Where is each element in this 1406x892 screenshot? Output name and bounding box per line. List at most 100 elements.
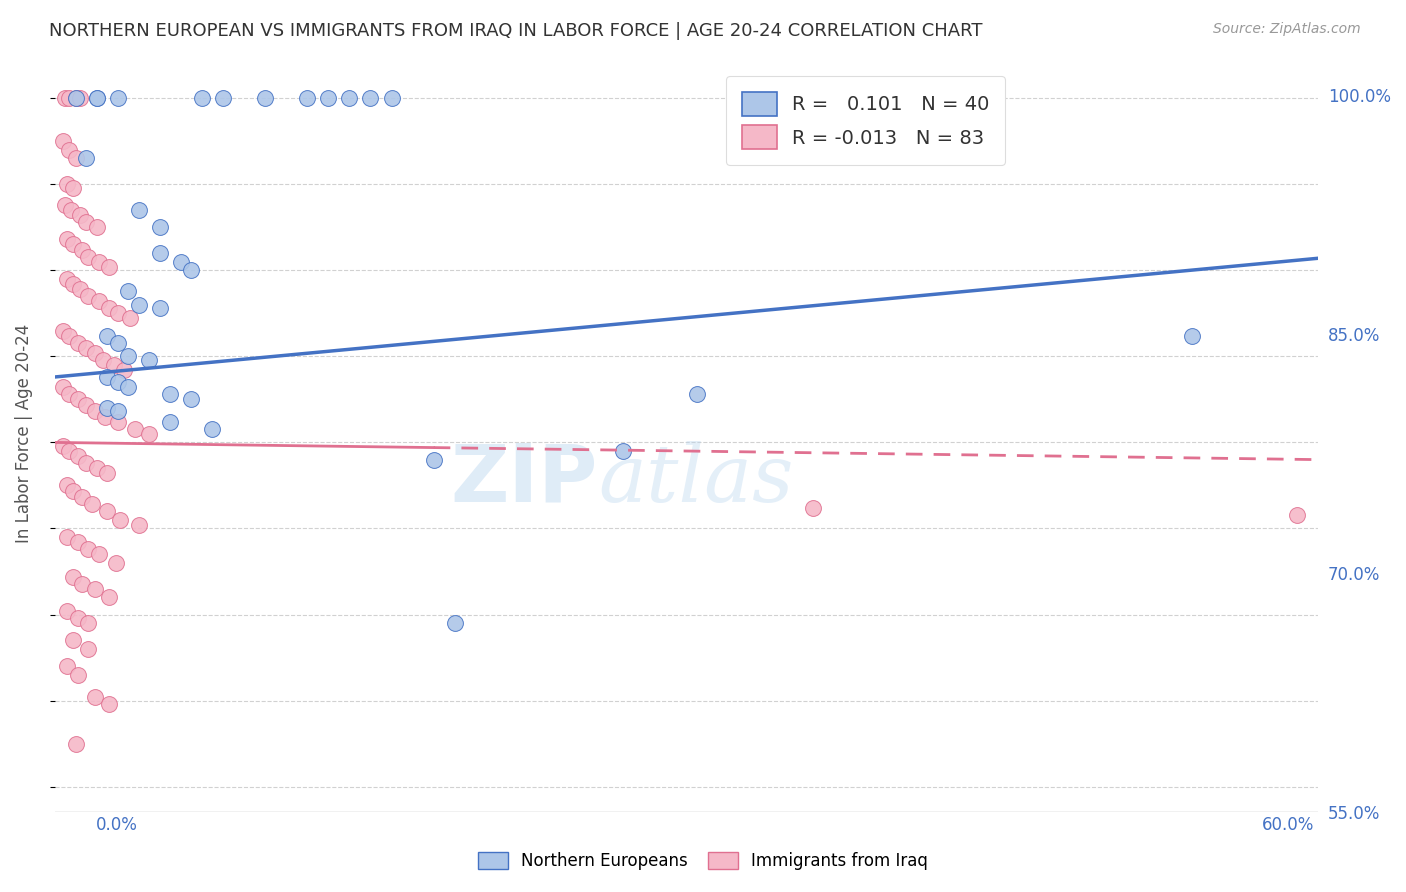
Point: [159, 415, 181, 429]
Point: [65, 91, 87, 105]
Point: [107, 91, 129, 105]
Point: [62, 180, 84, 194]
Point: [58, 91, 80, 105]
Point: [56, 869, 79, 883]
Point: [96, 328, 118, 343]
Point: [86, 91, 108, 105]
Point: [56, 659, 79, 673]
Point: [69, 91, 91, 105]
Point: [107, 404, 129, 418]
Point: [149, 301, 172, 315]
Point: [62, 237, 84, 252]
Point: [75, 456, 97, 470]
Point: [56, 478, 79, 492]
Point: [117, 380, 139, 394]
Point: [96, 504, 118, 518]
Point: [180, 263, 202, 277]
Point: [56, 178, 79, 192]
Point: [128, 518, 150, 533]
Point: [104, 556, 127, 570]
Point: [801, 500, 824, 515]
Point: [107, 415, 129, 429]
Point: [83, 346, 105, 360]
Point: [58, 444, 80, 458]
Point: [52, 134, 75, 148]
Point: [62, 569, 84, 583]
Point: [86, 220, 108, 235]
Point: [75, 215, 97, 229]
Point: [124, 422, 146, 436]
Point: [56, 604, 79, 618]
Point: [75, 887, 97, 892]
Point: [201, 422, 224, 436]
Point: [212, 91, 235, 105]
Legend: R =   0.101   N = 40, R = -0.013   N = 83: R = 0.101 N = 40, R = -0.013 N = 83: [727, 76, 1005, 164]
Point: [149, 246, 172, 260]
Point: [62, 633, 84, 648]
Point: [70, 491, 93, 505]
Point: [98, 260, 121, 274]
Point: [69, 282, 91, 296]
Point: [77, 616, 100, 631]
Point: [149, 220, 172, 235]
Point: [56, 232, 79, 246]
Point: [77, 542, 100, 557]
Point: [87, 294, 110, 309]
Point: [117, 284, 139, 298]
Point: [94, 409, 117, 424]
Point: [159, 387, 181, 401]
Point: [170, 254, 193, 268]
Point: [86, 461, 108, 475]
Point: [65, 91, 87, 105]
Point: [107, 306, 129, 320]
Point: [138, 352, 160, 367]
Point: [98, 591, 121, 605]
Point: [62, 277, 84, 291]
Point: [297, 91, 319, 105]
Point: [66, 392, 89, 407]
Point: [128, 298, 150, 312]
Point: [58, 328, 80, 343]
Point: [65, 152, 87, 166]
Point: [82, 497, 104, 511]
Point: [107, 335, 129, 350]
Point: [254, 91, 277, 105]
Point: [443, 616, 465, 631]
Text: atlas: atlas: [598, 441, 793, 518]
Point: [686, 387, 709, 401]
Point: [58, 143, 80, 157]
Point: [75, 152, 97, 166]
Point: [87, 547, 110, 561]
Point: [66, 335, 89, 350]
Point: [128, 202, 150, 217]
Point: [75, 341, 97, 355]
Point: [318, 91, 340, 105]
Point: [52, 380, 75, 394]
Point: [96, 370, 118, 384]
Point: [98, 697, 121, 711]
Text: ZIP: ZIP: [451, 441, 598, 518]
Point: [120, 311, 142, 326]
Point: [112, 363, 135, 377]
Point: [53, 91, 76, 105]
Point: [83, 690, 105, 705]
Point: [1181, 328, 1204, 343]
Point: [83, 404, 105, 418]
Point: [53, 198, 76, 212]
Point: [108, 513, 131, 527]
Point: [107, 375, 129, 389]
Point: [75, 398, 97, 412]
Point: [66, 667, 89, 681]
Legend: Northern Europeans, Immigrants from Iraq: Northern Europeans, Immigrants from Iraq: [471, 845, 935, 877]
Point: [83, 582, 105, 596]
Text: NORTHERN EUROPEAN VS IMMIGRANTS FROM IRAQ IN LABOR FORCE | AGE 20-24 CORRELATION: NORTHERN EUROPEAN VS IMMIGRANTS FROM IRA…: [49, 22, 983, 40]
Point: [339, 91, 361, 105]
Point: [77, 289, 100, 303]
Point: [359, 91, 381, 105]
Point: [98, 301, 121, 315]
Point: [91, 352, 114, 367]
Point: [56, 530, 79, 544]
Text: Source: ZipAtlas.com: Source: ZipAtlas.com: [1213, 22, 1361, 37]
Point: [65, 737, 87, 751]
Point: [180, 392, 202, 407]
